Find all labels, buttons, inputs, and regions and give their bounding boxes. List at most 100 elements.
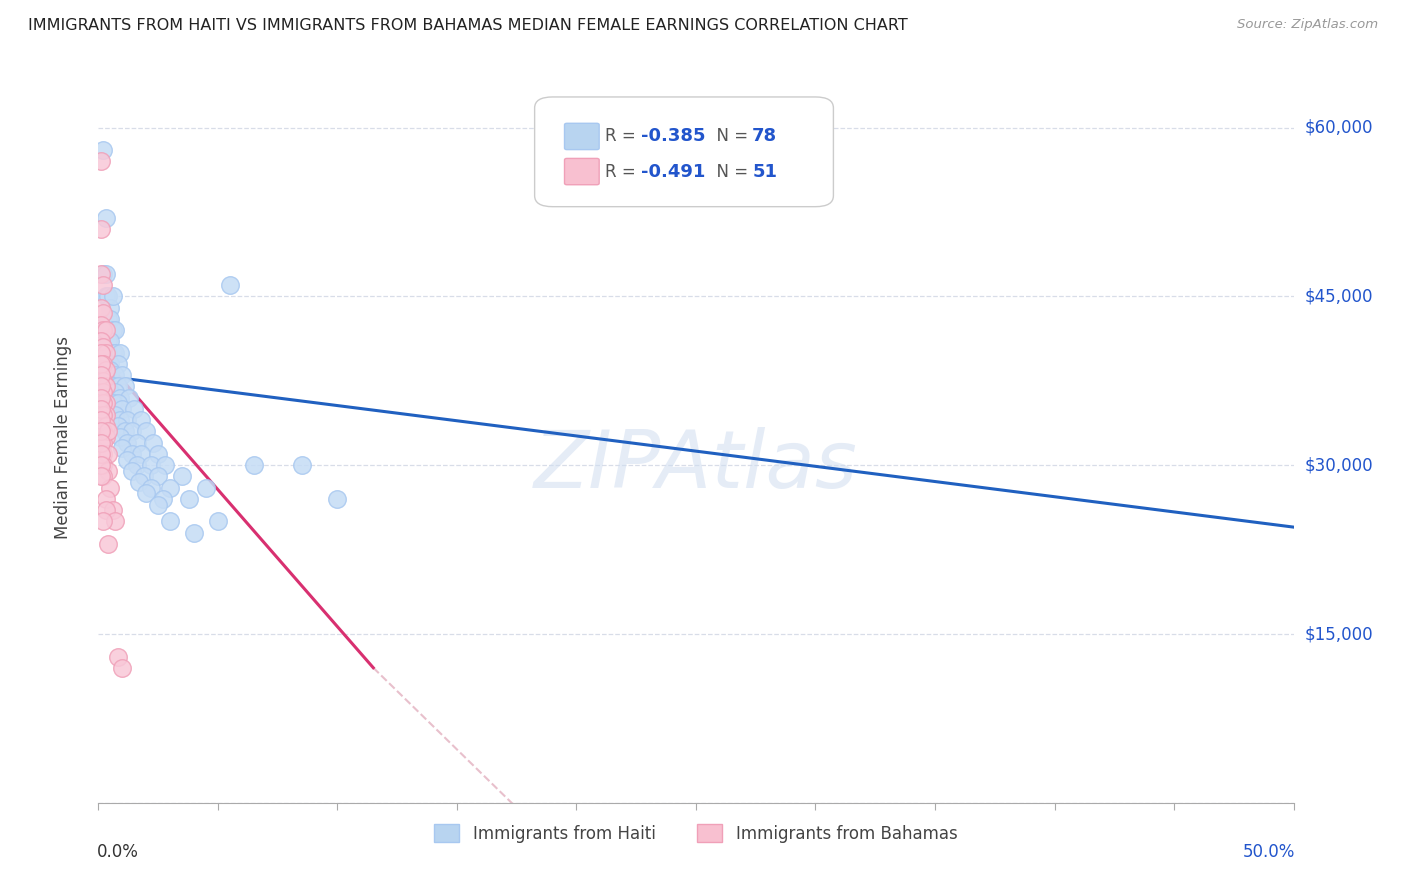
- Point: [139, 458, 162, 473]
- Point: [90, 447, 112, 461]
- Point: [111, 442, 134, 456]
- Point: [94, 379, 117, 393]
- Point: [94, 408, 117, 422]
- Point: [98, 481, 122, 495]
- Point: [90, 368, 112, 383]
- Point: [104, 515, 127, 529]
- Point: [114, 425, 136, 439]
- Point: [90, 267, 112, 281]
- Point: [91, 469, 114, 483]
- Point: [131, 413, 153, 427]
- Point: [111, 661, 134, 675]
- Point: [91, 340, 114, 354]
- Point: [114, 379, 136, 393]
- Text: -0.491: -0.491: [641, 162, 706, 180]
- Point: [91, 408, 114, 422]
- Point: [101, 345, 124, 359]
- Point: [90, 458, 112, 473]
- Point: [172, 469, 194, 483]
- Point: [97, 447, 120, 461]
- Point: [195, 481, 218, 495]
- Point: [155, 458, 177, 473]
- Point: [121, 425, 143, 439]
- Point: [108, 430, 131, 444]
- Point: [98, 312, 122, 326]
- Point: [94, 289, 117, 303]
- Point: [94, 503, 117, 517]
- Text: 51: 51: [752, 162, 778, 180]
- Text: $60,000: $60,000: [1305, 119, 1374, 136]
- Point: [97, 425, 120, 439]
- Point: [97, 464, 120, 478]
- FancyBboxPatch shape: [565, 123, 599, 150]
- Text: R =: R =: [605, 128, 641, 145]
- Point: [101, 503, 124, 517]
- Point: [98, 357, 122, 371]
- Y-axis label: Median Female Earnings: Median Female Earnings: [53, 335, 72, 539]
- Point: [98, 301, 122, 315]
- Point: [115, 413, 138, 427]
- Point: [90, 301, 112, 315]
- Point: [94, 430, 117, 444]
- Point: [326, 491, 349, 506]
- Point: [183, 525, 205, 540]
- Point: [108, 391, 131, 405]
- Point: [91, 435, 114, 450]
- Point: [97, 289, 120, 303]
- Point: [90, 379, 112, 393]
- Point: [111, 368, 134, 383]
- Point: [291, 458, 314, 473]
- Point: [97, 334, 120, 349]
- Point: [148, 498, 170, 512]
- Point: [91, 323, 114, 337]
- Text: $30,000: $30,000: [1305, 456, 1374, 475]
- Point: [148, 447, 170, 461]
- Text: N =: N =: [706, 128, 752, 145]
- Point: [125, 435, 148, 450]
- Point: [101, 379, 124, 393]
- Text: $15,000: $15,000: [1305, 625, 1374, 643]
- Text: Source: ZipAtlas.com: Source: ZipAtlas.com: [1237, 18, 1378, 31]
- Point: [118, 391, 141, 405]
- Point: [91, 374, 114, 388]
- FancyBboxPatch shape: [565, 159, 599, 185]
- Point: [91, 323, 114, 337]
- Point: [107, 418, 129, 433]
- Point: [104, 345, 127, 359]
- Point: [94, 323, 117, 337]
- Point: [131, 447, 153, 461]
- Point: [125, 458, 148, 473]
- Point: [132, 469, 155, 483]
- Point: [91, 278, 114, 293]
- Point: [135, 486, 157, 500]
- Point: [128, 475, 150, 489]
- Point: [115, 435, 138, 450]
- Point: [90, 222, 112, 236]
- Point: [104, 408, 127, 422]
- Point: [94, 362, 117, 376]
- Text: R =: R =: [605, 162, 641, 180]
- Point: [90, 401, 112, 416]
- Point: [90, 345, 112, 359]
- Text: $45,000: $45,000: [1305, 287, 1374, 305]
- Point: [121, 447, 143, 461]
- Point: [90, 334, 112, 349]
- Text: 50.0%: 50.0%: [1243, 843, 1295, 861]
- Point: [97, 379, 120, 393]
- Point: [94, 491, 117, 506]
- Point: [98, 385, 122, 400]
- Point: [94, 418, 117, 433]
- Point: [98, 362, 122, 376]
- Point: [90, 469, 112, 483]
- Point: [219, 278, 242, 293]
- Point: [108, 345, 131, 359]
- Point: [104, 385, 127, 400]
- Point: [107, 357, 129, 371]
- Point: [94, 362, 117, 376]
- Point: [91, 425, 114, 439]
- Point: [101, 396, 124, 410]
- Text: 78: 78: [752, 128, 778, 145]
- Point: [121, 464, 143, 478]
- Point: [98, 334, 122, 349]
- Point: [91, 385, 114, 400]
